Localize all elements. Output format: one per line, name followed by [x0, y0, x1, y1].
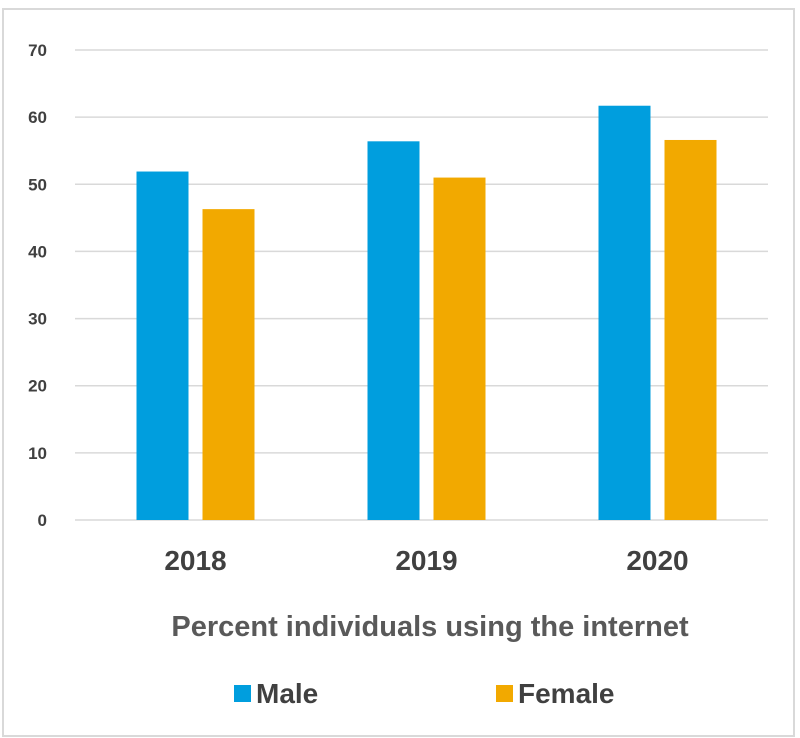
legend-swatch-female	[496, 685, 513, 702]
legend-label-female: Female	[518, 678, 615, 709]
y-tick-label: 70	[28, 41, 47, 60]
bar-female-2018	[202, 209, 255, 520]
y-tick-label: 30	[28, 310, 47, 329]
bar-male-2020	[598, 105, 651, 520]
y-tick-label: 0	[38, 511, 47, 530]
gridlines	[75, 49, 768, 521]
bar-male-2019	[367, 141, 420, 521]
x-tick-label: 2020	[626, 545, 688, 576]
y-tick-label: 10	[28, 444, 47, 463]
y-tick-label: 50	[28, 175, 47, 194]
bar-female-2019	[433, 177, 486, 521]
y-tick-label: 40	[28, 242, 47, 261]
legend: Male Female	[234, 678, 615, 709]
bar-male-2018	[136, 171, 189, 520]
x-axis-ticks: 2018 2019 2020	[164, 545, 688, 576]
legend-swatch-male	[234, 685, 251, 702]
x-axis-title: Percent individuals using the internet	[171, 611, 689, 643]
y-tick-label: 60	[28, 108, 47, 127]
x-tick-label: 2018	[164, 545, 226, 576]
x-tick-label: 2019	[395, 545, 457, 576]
bar-female-2020	[664, 139, 717, 520]
y-axis-ticks: 0 10 20 30 40 50 60 70	[28, 41, 47, 530]
y-tick-label: 20	[28, 377, 47, 396]
bars	[136, 105, 717, 521]
legend-label-male: Male	[256, 678, 318, 709]
